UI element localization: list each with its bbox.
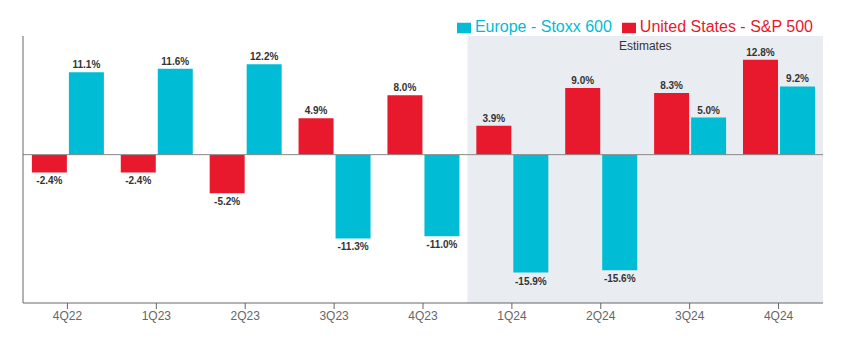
html-text:United States - S&P 500: United States - S&P 500 — [639, 18, 813, 35]
svg-text:Estimates: Estimates — [619, 39, 672, 53]
svg-text:12.2%: 12.2% — [250, 51, 278, 62]
svg-text:4.9%: 4.9% — [305, 105, 328, 116]
svg-text:1Q23: 1Q23 — [142, 309, 172, 323]
svg-text:12.8%: 12.8% — [746, 47, 774, 58]
svg-text:8.3%: 8.3% — [660, 80, 683, 91]
svg-text:3Q23: 3Q23 — [319, 309, 349, 323]
svg-text:-11.3%: -11.3% — [337, 241, 368, 252]
svg-text:-15.6%: -15.6% — [604, 273, 636, 284]
svg-text:11.6%: 11.6% — [161, 56, 189, 67]
svg-text:9.0%: 9.0% — [571, 75, 594, 86]
svg-text:3Q24: 3Q24 — [675, 309, 705, 323]
svg-text:-5.2%: -5.2% — [214, 196, 240, 207]
html-text:Europe - Stoxx 600: Europe - Stoxx 600 — [474, 18, 612, 35]
svg-text:11.1%: 11.1% — [72, 59, 100, 70]
svg-text:-15.9%: -15.9% — [515, 276, 547, 287]
svg-text:8.0%: 8.0% — [394, 82, 417, 93]
svg-text:4Q23: 4Q23 — [408, 309, 438, 323]
svg-text:4Q24: 4Q24 — [764, 309, 794, 323]
svg-text:5.0%: 5.0% — [697, 105, 720, 116]
svg-text:1Q24: 1Q24 — [497, 309, 527, 323]
svg-text:2Q23: 2Q23 — [231, 309, 261, 323]
svg-text:9.2%: 9.2% — [786, 73, 809, 84]
svg-text:-2.4%: -2.4% — [125, 175, 151, 186]
svg-text:-2.4%: -2.4% — [36, 175, 62, 186]
svg-text:3.9%: 3.9% — [482, 113, 505, 124]
svg-text:2Q24: 2Q24 — [586, 309, 616, 323]
svg-text:4Q22: 4Q22 — [53, 309, 83, 323]
svg-text:-11.0%: -11.0% — [426, 239, 457, 250]
